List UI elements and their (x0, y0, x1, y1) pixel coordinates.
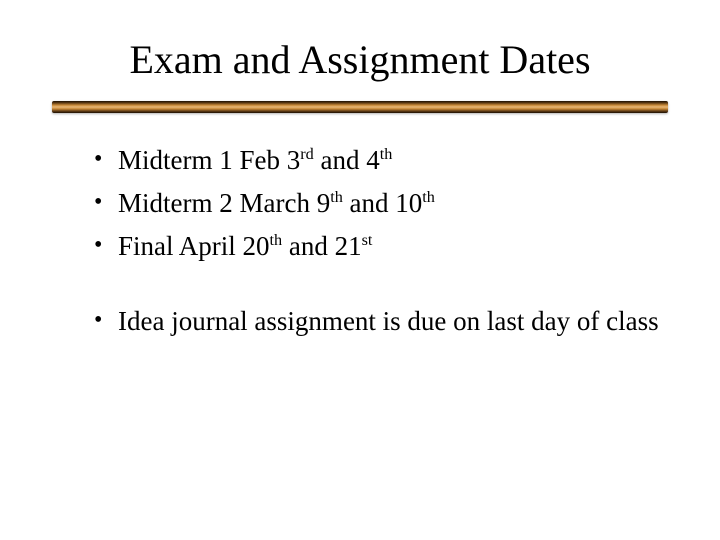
ordinal-suffix: rd (300, 145, 313, 163)
divider-bar (52, 101, 668, 113)
bullet-list: Midterm 1 Feb 3rd and 4th Midterm 2 Marc… (94, 141, 660, 266)
list-item: Final April 20th and 21st (94, 227, 660, 266)
list-item: Midterm 2 March 9th and 10th (94, 184, 660, 223)
ordinal-suffix: th (422, 188, 435, 206)
slide-title: Exam and Assignment Dates (0, 0, 720, 83)
spacer (94, 270, 660, 302)
list-item: Idea journal assignment is due on last d… (94, 302, 660, 341)
bullet-text: and 4 (314, 145, 380, 175)
bullet-text: Midterm 1 Feb 3 (118, 145, 300, 175)
ordinal-suffix: th (330, 188, 343, 206)
list-item: Midterm 1 Feb 3rd and 4th (94, 141, 660, 180)
bullet-text: Idea journal assignment is due on last d… (118, 306, 659, 336)
ordinal-suffix: th (270, 231, 283, 249)
content-area: Midterm 1 Feb 3rd and 4th Midterm 2 Marc… (0, 141, 720, 342)
bullet-text: and 21 (282, 231, 361, 261)
ordinal-suffix: st (362, 231, 373, 249)
bullet-list: Idea journal assignment is due on last d… (94, 302, 660, 341)
ordinal-suffix: th (380, 145, 393, 163)
bullet-text: and 10 (343, 188, 422, 218)
bullet-text: Midterm 2 March 9 (118, 188, 330, 218)
bullet-text: Final April 20 (118, 231, 270, 261)
slide: Exam and Assignment Dates Midterm 1 Feb … (0, 0, 720, 540)
